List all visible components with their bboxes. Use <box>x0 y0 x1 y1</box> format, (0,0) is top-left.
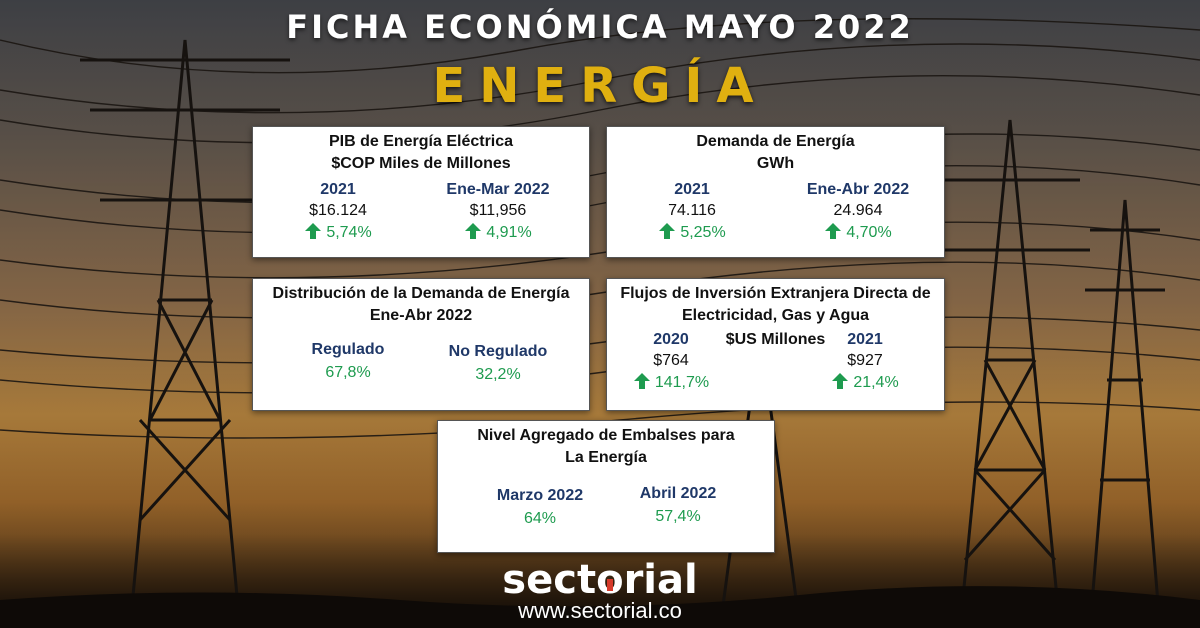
pib-col2-change-text: 4,91% <box>486 224 532 241</box>
embalses-card: Nivel Agregado de Embalses para La Energ… <box>437 420 775 553</box>
logo-o-with-bar: o <box>596 560 623 600</box>
pib-col1-change: 5,74% <box>263 221 413 245</box>
embalses-card-title: Nivel Agregado de Embalses para La Energ… <box>438 425 774 469</box>
distribucion-col1-label: Regulado <box>311 341 385 358</box>
embalses-col-abril-2022: Abril 2022 57,4% <box>603 483 753 529</box>
demanda-col1-value: 74.116 <box>668 202 716 219</box>
demanda-col2-label: Ene-Abr 2022 <box>806 181 910 198</box>
distribucion-card: Distribución de la Demanda de Energía En… <box>252 278 590 411</box>
flujos-title-line1: Flujos de Inversión Extranjera Directa d… <box>620 285 931 302</box>
distribucion-col-no-regulado: No Regulado 32,2% <box>423 341 573 387</box>
demanda-title-line1: Demanda de Energía <box>696 133 855 150</box>
distribucion-col2-change: 32,2% <box>475 366 521 383</box>
flujos-card-title: Flujos de Inversión Extranjera Directa d… <box>607 283 944 327</box>
pib-col2-value: $11,956 <box>469 202 527 219</box>
pib-col2-change: 4,91% <box>423 221 573 245</box>
logo-text-part1: sect <box>502 557 597 603</box>
demanda-col2-value: 24.964 <box>833 202 883 219</box>
flujos-title-line2: Electricidad, Gas y Agua <box>681 307 870 324</box>
distribucion-col1-change: 67,8% <box>325 364 371 381</box>
arrow-up-icon <box>659 223 676 239</box>
flujos-col1-change-text: 141,7% <box>654 374 710 391</box>
distribucion-col2-label: No Regulado <box>448 343 548 360</box>
flujos-col2-value: $927 <box>847 352 883 369</box>
flujos-col-2020: 2020 $764 141,7% <box>621 329 721 395</box>
pib-col1-change-text: 5,74% <box>326 224 372 241</box>
pib-card: PIB de Energía Eléctrica $COP Miles de M… <box>252 126 590 258</box>
distribucion-col-regulado: Regulado 67,8% <box>273 339 423 385</box>
flujos-col2-change-text: 21,4% <box>853 374 899 391</box>
flujos-col1-value: $764 <box>653 352 689 369</box>
pib-card-title: PIB de Energía Eléctrica $COP Miles de M… <box>253 131 589 175</box>
embalses-title-line1: Nivel Agregado de Embalses para <box>477 427 735 444</box>
site-url[interactable]: www.sectorial.co <box>518 598 682 623</box>
demanda-card-title: Demanda de Energía GWh <box>607 131 944 175</box>
flujos-unit: $US Millones <box>725 331 826 348</box>
pib-col1-value: $16.124 <box>309 202 367 219</box>
arrow-up-icon <box>305 223 322 239</box>
flujos-col2-change: 21,4% <box>815 371 915 395</box>
demanda-col-2021: 2021 74.116 5,25% <box>617 179 767 245</box>
embalses-title-line2: La Energía <box>565 449 647 466</box>
demanda-title-line2: GWh <box>756 155 795 172</box>
distribucion-title-line2: Ene-Abr 2022 <box>369 307 473 324</box>
flujos-col1-label: 2020 <box>653 331 689 348</box>
arrow-up-icon <box>832 373 849 389</box>
arrow-up-icon <box>825 223 842 239</box>
distribucion-title-line1: Distribución de la Demanda de Energía <box>272 285 570 302</box>
demanda-col1-label: 2021 <box>674 181 710 198</box>
distribucion-card-title: Distribución de la Demanda de Energía En… <box>253 283 589 327</box>
page-title: FICHA ECONÓMICA MAYO 2022 <box>286 8 914 46</box>
pib-col1-label: 2021 <box>320 181 356 198</box>
flujos-col2-label: 2021 <box>847 331 883 348</box>
page-subtitle: ENERGÍA <box>432 58 768 114</box>
embalses-col1-label: Marzo 2022 <box>496 487 584 504</box>
demanda-col2-change: 4,70% <box>783 221 933 245</box>
embalses-col2-change: 57,4% <box>655 508 701 525</box>
logo-text-part3: rial <box>623 557 698 603</box>
arrow-up-icon <box>633 373 650 389</box>
demanda-card: Demanda de Energía GWh 2021 74.116 5,25%… <box>606 126 945 258</box>
demanda-col1-change-text: 5,25% <box>680 224 726 241</box>
pib-title-line2: $COP Miles de Millones <box>331 155 511 172</box>
pib-title-line1: PIB de Energía Eléctrica <box>328 133 514 150</box>
arrow-up-icon <box>465 223 482 239</box>
demanda-col1-change: 5,25% <box>617 221 767 245</box>
demanda-col-ene-abr-2022: Ene-Abr 2022 24.964 4,70% <box>783 179 933 245</box>
flujos-card: Flujos de Inversión Extranjera Directa d… <box>606 278 945 411</box>
pib-col-2021: 2021 $16.124 5,74% <box>263 179 413 245</box>
embalses-col-marzo-2022: Marzo 2022 64% <box>465 485 615 531</box>
embalses-col1-change: 64% <box>523 510 557 527</box>
pib-col2-label: Ene-Mar 2022 <box>446 181 550 198</box>
sectorial-logo: sectorial <box>0 560 1200 600</box>
demanda-col2-change-text: 4,70% <box>846 224 892 241</box>
flujos-col1-change: 141,7% <box>621 371 721 395</box>
flujos-col-2021: 2021 $927 21,4% <box>815 329 915 395</box>
embalses-col2-label: Abril 2022 <box>639 485 717 502</box>
logo-bar-icon <box>606 579 613 591</box>
pib-col-ene-mar-2022: Ene-Mar 2022 $11,956 4,91% <box>423 179 573 245</box>
